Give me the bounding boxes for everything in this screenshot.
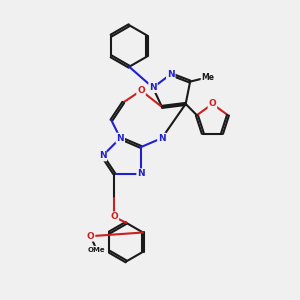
Text: N: N [116, 134, 124, 142]
Text: N: N [99, 152, 106, 160]
Text: O: O [208, 99, 216, 108]
Text: N: N [167, 70, 175, 79]
Text: N: N [137, 169, 145, 178]
Text: O: O [137, 86, 145, 95]
Text: N: N [149, 83, 157, 92]
Text: N: N [158, 134, 166, 142]
Text: Me: Me [202, 73, 214, 82]
Text: O: O [87, 232, 94, 241]
Text: O: O [110, 212, 118, 221]
Text: OMe: OMe [88, 247, 105, 253]
